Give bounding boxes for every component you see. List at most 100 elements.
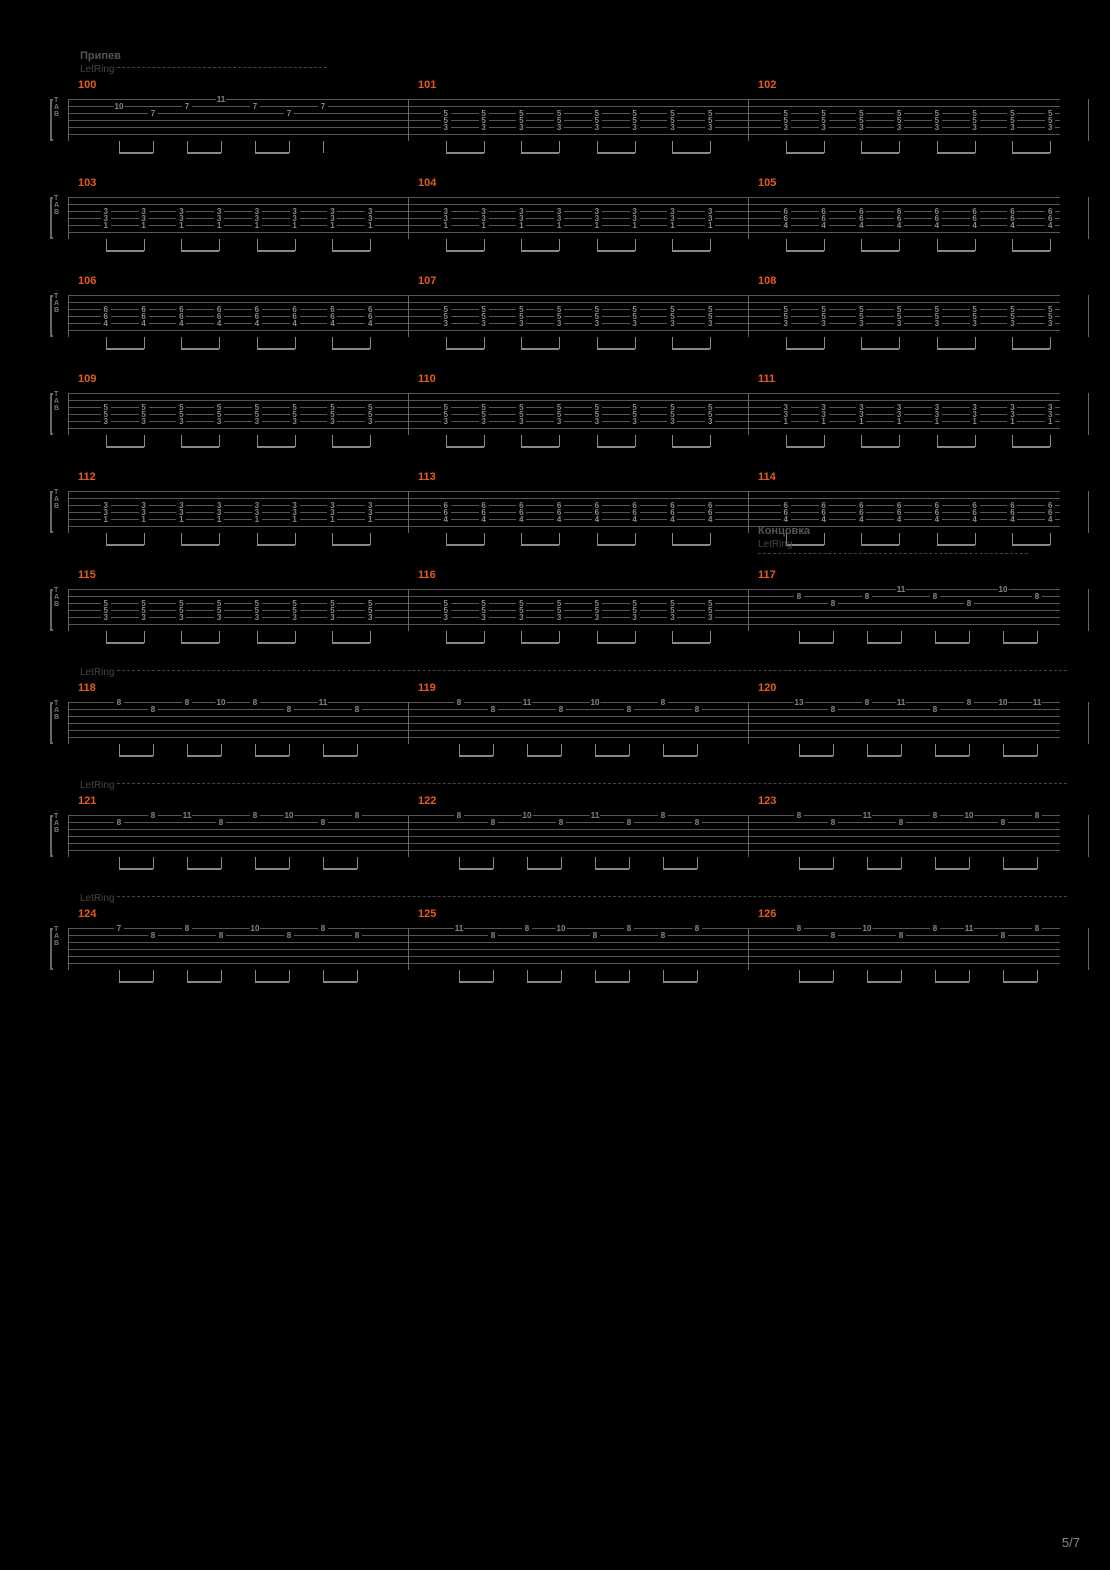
tab-note: 3 xyxy=(365,418,375,426)
tab-note: 10 xyxy=(590,699,601,707)
measure-number: 112 xyxy=(78,471,96,483)
tab-staff: TAB1188881088118119881181088812013881188… xyxy=(50,682,1060,752)
tab-note: 3 xyxy=(630,320,640,328)
tab-clef: TAB xyxy=(54,293,59,314)
tab-note: 8 xyxy=(216,819,226,827)
tab-note: 11 xyxy=(1032,699,1042,707)
tab-note: 4 xyxy=(894,516,904,524)
tab-note: 3 xyxy=(479,124,489,132)
tab-note: 8 xyxy=(896,819,906,827)
tab-note: 11 xyxy=(522,699,532,707)
tab-system: LetRing TAB11888810881181198811810888120… xyxy=(30,667,1080,752)
tab-note: 3 xyxy=(101,614,111,622)
tab-note: 4 xyxy=(365,320,375,328)
tab-note: 8 xyxy=(692,925,702,933)
tab-note: 3 xyxy=(630,124,640,132)
tab-note: 8 xyxy=(148,706,158,714)
tab-note: 11 xyxy=(896,699,906,707)
tab-note: 10 xyxy=(114,103,125,111)
tab-note: 3 xyxy=(705,614,715,622)
measure-number: 123 xyxy=(758,795,776,807)
measure-number: 109 xyxy=(78,373,96,385)
tab-note: 8 xyxy=(624,706,634,714)
tab-note: 4 xyxy=(932,222,942,230)
tab-note: 3 xyxy=(667,418,677,426)
tab-note: 3 xyxy=(516,418,526,426)
section-label: Припев xyxy=(80,50,1080,62)
tab-note: 8 xyxy=(930,706,940,714)
tab-note: 3 xyxy=(252,418,262,426)
measure-number: 104 xyxy=(418,177,436,189)
tab-note: 4 xyxy=(856,222,866,230)
tab-note: 8 xyxy=(692,819,702,827)
tab-note: 4 xyxy=(1045,516,1055,524)
tab-note: 11 xyxy=(590,812,600,820)
tab-note: 8 xyxy=(930,593,940,601)
let-ring-label: LetRing xyxy=(80,64,1080,75)
tab-note: 1 xyxy=(554,222,564,230)
tab-note: 3 xyxy=(554,124,564,132)
tab-note: 1 xyxy=(516,222,526,230)
tab-note: 3 xyxy=(479,614,489,622)
let-ring-label: LetRing xyxy=(80,780,1080,791)
tab-page: ПрипевLetRing TAB10010771177710155355355… xyxy=(0,0,1110,1036)
tab-note: 1 xyxy=(894,418,904,426)
tab-note: 1 xyxy=(176,516,186,524)
tab-staff: TAB1247888108881251188108888126881088118… xyxy=(50,908,1060,978)
tab-note: 7 xyxy=(114,925,124,933)
tab-note: 8 xyxy=(352,812,362,820)
tab-note: 8 xyxy=(658,932,668,940)
tab-note: 8 xyxy=(1032,925,1042,933)
tab-note: 4 xyxy=(252,320,262,328)
tab-system: TAB1033313313313313313313313311043313313… xyxy=(30,177,1080,247)
measure-number: 113 xyxy=(418,471,436,483)
tab-note: 3 xyxy=(176,418,186,426)
tab-note: 8 xyxy=(896,932,906,940)
tab-system: TAB1066646646646646646646646641075535535… xyxy=(30,275,1080,345)
tab-staff: TAB1066646646646646646646646641075535535… xyxy=(50,275,1060,345)
tab-clef: TAB xyxy=(54,195,59,216)
tab-note: 4 xyxy=(1007,516,1017,524)
tab-note: 3 xyxy=(327,418,337,426)
tab-system: TAB1123313313313313313313313311136646646… xyxy=(30,471,1080,541)
tab-note: 8 xyxy=(828,706,838,714)
tab-note: 10 xyxy=(556,925,567,933)
tab-note: 1 xyxy=(101,222,111,230)
tab-note: 11 xyxy=(862,812,872,820)
tab-note: 3 xyxy=(139,614,149,622)
tab-note: 3 xyxy=(592,418,602,426)
tab-note: 8 xyxy=(182,699,192,707)
measure-number: 114 xyxy=(758,471,776,483)
tab-note: 3 xyxy=(290,418,300,426)
tab-note: 4 xyxy=(214,320,224,328)
tab-note: 1 xyxy=(970,418,980,426)
tab-note: 8 xyxy=(352,706,362,714)
tab-clef: TAB xyxy=(54,97,59,118)
tab-note: 1 xyxy=(290,222,300,230)
tab-note: 3 xyxy=(667,320,677,328)
tab-note: 3 xyxy=(705,418,715,426)
tab-note: 3 xyxy=(667,614,677,622)
tab-note: 7 xyxy=(284,110,294,118)
tab-note: 1 xyxy=(252,516,262,524)
measure-number: 124 xyxy=(78,908,96,920)
tab-note: 1 xyxy=(592,222,602,230)
tab-note: 11 xyxy=(454,925,464,933)
tab-note: 8 xyxy=(114,699,124,707)
tab-system: ПрипевLetRing TAB10010771177710155355355… xyxy=(30,50,1080,149)
tab-note: 8 xyxy=(454,699,464,707)
tab-note: 4 xyxy=(819,222,829,230)
tab-note: 1 xyxy=(101,516,111,524)
measure-number: 101 xyxy=(418,79,436,91)
tab-note: 3 xyxy=(592,320,602,328)
tab-note: 8 xyxy=(216,932,226,940)
tab-note: 8 xyxy=(318,819,328,827)
tab-note: 8 xyxy=(794,925,804,933)
tab-note: 1 xyxy=(630,222,640,230)
tab-note: 8 xyxy=(862,699,872,707)
tab-staff: TAB1001077117771015535535535535535535535… xyxy=(50,79,1060,149)
let-ring-label: LetRing xyxy=(80,893,1080,904)
tab-note: 1 xyxy=(441,222,451,230)
tab-note: 8 xyxy=(828,819,838,827)
tab-note: 11 xyxy=(964,925,974,933)
